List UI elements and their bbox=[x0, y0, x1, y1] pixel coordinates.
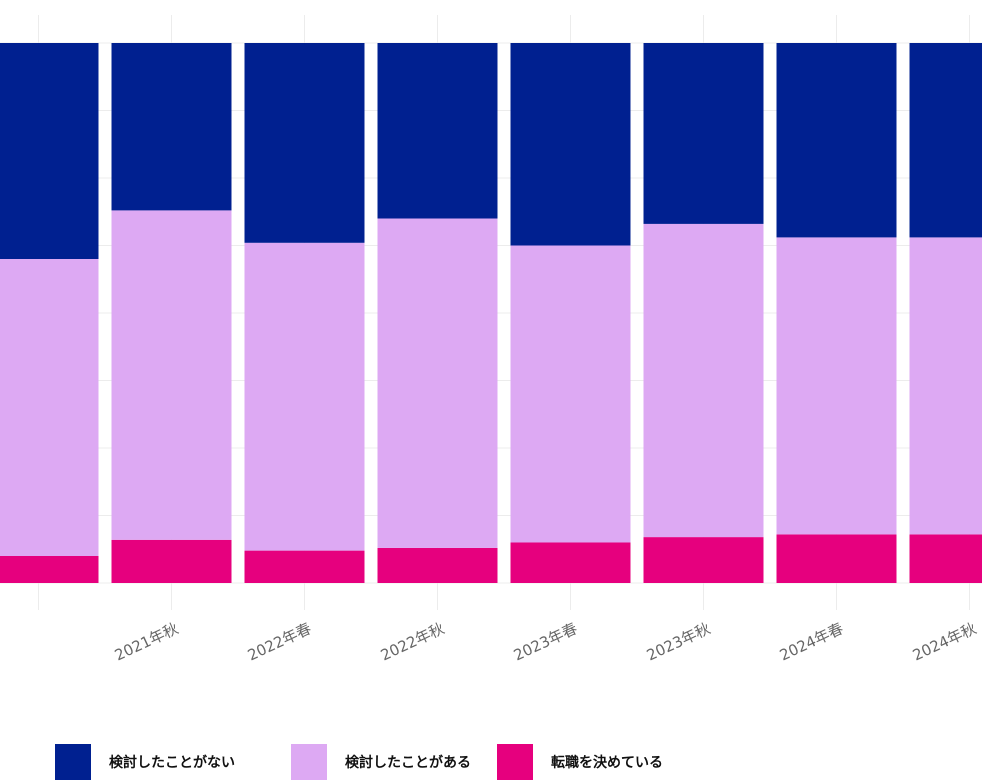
x-tick-label: 2021年秋 bbox=[112, 619, 181, 664]
stacked-bar-chart: 2021年秋 2022年春 2022年秋 2023年春 2023年秋 2024年春 2024… bbox=[0, 15, 982, 664]
legend-swatch bbox=[497, 744, 533, 780]
bar-segment bbox=[111, 43, 232, 211]
bar-segment bbox=[244, 43, 365, 243]
bar-segment bbox=[776, 534, 897, 583]
legend-label: 検討したことがある bbox=[345, 755, 471, 771]
bar-segment bbox=[377, 547, 498, 583]
legend-item-decided: 転職を決めている bbox=[497, 744, 663, 780]
legend-label: 検討したことがない bbox=[109, 755, 235, 771]
x-tick-label: 2022年秋 bbox=[378, 619, 447, 664]
bars bbox=[0, 43, 982, 583]
bar-segment bbox=[510, 245, 631, 543]
x-tick-label: 2022年春 bbox=[245, 619, 314, 664]
bar-segment bbox=[776, 237, 897, 535]
bar-segment bbox=[643, 537, 764, 583]
bar-segment bbox=[776, 43, 897, 238]
bar-segment bbox=[111, 210, 232, 540]
bar-segment bbox=[909, 237, 982, 535]
legend-label: 転職を決めている bbox=[551, 755, 663, 771]
bar-segment bbox=[909, 534, 982, 583]
bar-segment bbox=[244, 550, 365, 583]
bar-segment bbox=[111, 539, 232, 583]
bar-segment bbox=[510, 542, 631, 583]
bar-segment bbox=[510, 43, 631, 246]
bar-segment bbox=[643, 223, 764, 538]
bar-segment bbox=[909, 43, 982, 238]
x-tick-label: 2024年春 bbox=[777, 619, 846, 664]
legend-swatch bbox=[291, 744, 327, 780]
x-tick-label: 2023年春 bbox=[511, 619, 580, 664]
x-tick-label: 2024年秋 bbox=[910, 619, 979, 664]
bar-segment bbox=[377, 43, 498, 219]
legend-swatch bbox=[55, 744, 91, 780]
legend: 検討したことがない 検討したことがある 転職を決めている bbox=[55, 744, 689, 780]
bar-segment bbox=[0, 43, 99, 259]
legend-item-never: 検討したことがない bbox=[55, 744, 235, 780]
bar-segment bbox=[244, 242, 365, 551]
x-tick-label: 2023年秋 bbox=[644, 619, 713, 664]
bar-segment bbox=[0, 259, 99, 556]
bar-segment bbox=[0, 556, 99, 583]
x-axis-ticks: 2021年秋 2022年春 2022年秋 2023年春 2023年秋 2024年春 2024… bbox=[112, 619, 979, 664]
bar-segment bbox=[643, 43, 764, 224]
bar-segment bbox=[377, 218, 498, 548]
legend-item-considered: 検討したことがある bbox=[291, 744, 471, 780]
